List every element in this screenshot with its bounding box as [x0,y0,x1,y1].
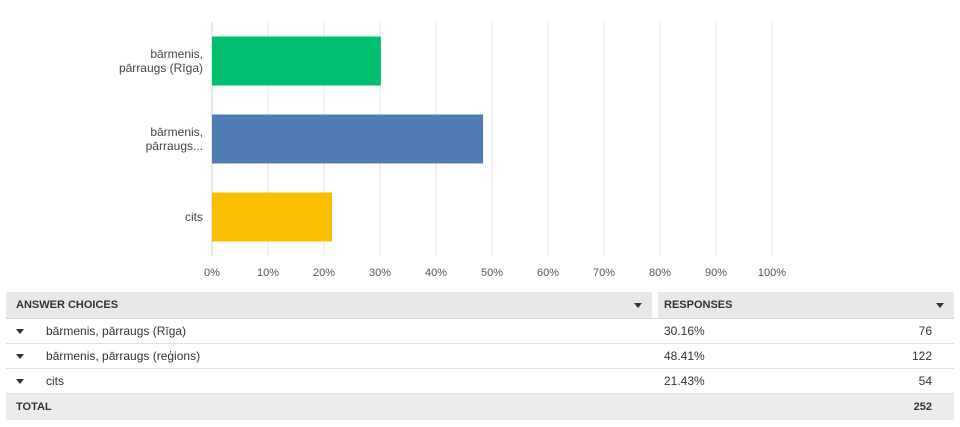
x-tick-label: 0% [204,267,220,279]
bar-chart: 0% 10% 20% 30% 40% 50% 60% 70% 80% 90% 100% bārmeni… [119,22,786,279]
x-tick-label: 60% [537,267,559,279]
table-row: cits 21.43% 54 [6,369,954,394]
sort-responses-icon[interactable] [936,303,944,308]
x-tick-label: 10% [257,267,279,279]
answer-choice-cell: bārmenis, pārraugs (Rīga) [16,319,636,343]
response-count: 54 [918,374,932,388]
table-row: bārmenis, pārraugs (reģions) 48.41% 122 [6,344,954,369]
answer-choice-cell: bārmenis, pārraugs (reģions) [16,344,636,368]
table-header: ANSWER CHOICES RESPONSES [6,292,954,319]
x-tick-label: 100% [758,267,786,279]
response-count: 122 [911,349,932,363]
total-count: 252 [913,401,932,413]
x-tick-label: 20% [313,267,335,279]
answer-choice-label: bārmenis, pārraugs (Rīga) [46,324,187,338]
responses-header[interactable]: RESPONSES [664,299,733,311]
expand-row-icon[interactable] [16,353,24,359]
category-label: cits [185,210,203,224]
bar [212,114,484,164]
answer-choices-header[interactable]: ANSWER CHOICES [16,299,119,311]
response-percent: 21.43% [664,374,705,388]
response-percent: 48.41% [664,349,705,363]
expand-row-icon[interactable] [16,378,24,384]
x-tick-label: 70% [593,267,615,279]
x-tick-label: 30% [369,267,391,279]
bar [212,36,381,86]
table-row: bārmenis, pārraugs (Rīga) 30.16% 76 [6,319,954,344]
answer-choice-label: cits [46,374,64,388]
response-count: 76 [918,324,932,338]
x-tick-label: 50% [481,267,503,279]
responses-table: ANSWER CHOICES RESPONSES bārmenis, pārra… [6,292,954,420]
x-tick-label: 40% [425,267,447,279]
table-total-row: TOTAL 252 [6,394,954,420]
x-tick-label: 90% [705,267,727,279]
expand-row-icon[interactable] [16,328,24,334]
category-label: pārraugs (Rīga) [119,61,203,75]
header-separator [652,292,658,318]
category-label: bārmenis, [150,47,203,61]
sort-choices-icon[interactable] [634,303,642,308]
category-label: pārraugs... [146,139,203,153]
total-label: TOTAL [16,401,52,413]
category-label: bārmenis, [150,125,203,139]
answer-choice-label: bārmenis, pārraugs (reģions) [46,349,201,363]
response-percent: 30.16% [664,324,705,338]
bar [212,192,333,242]
x-tick-label: 80% [649,267,671,279]
answer-choice-cell: cits [16,369,636,393]
